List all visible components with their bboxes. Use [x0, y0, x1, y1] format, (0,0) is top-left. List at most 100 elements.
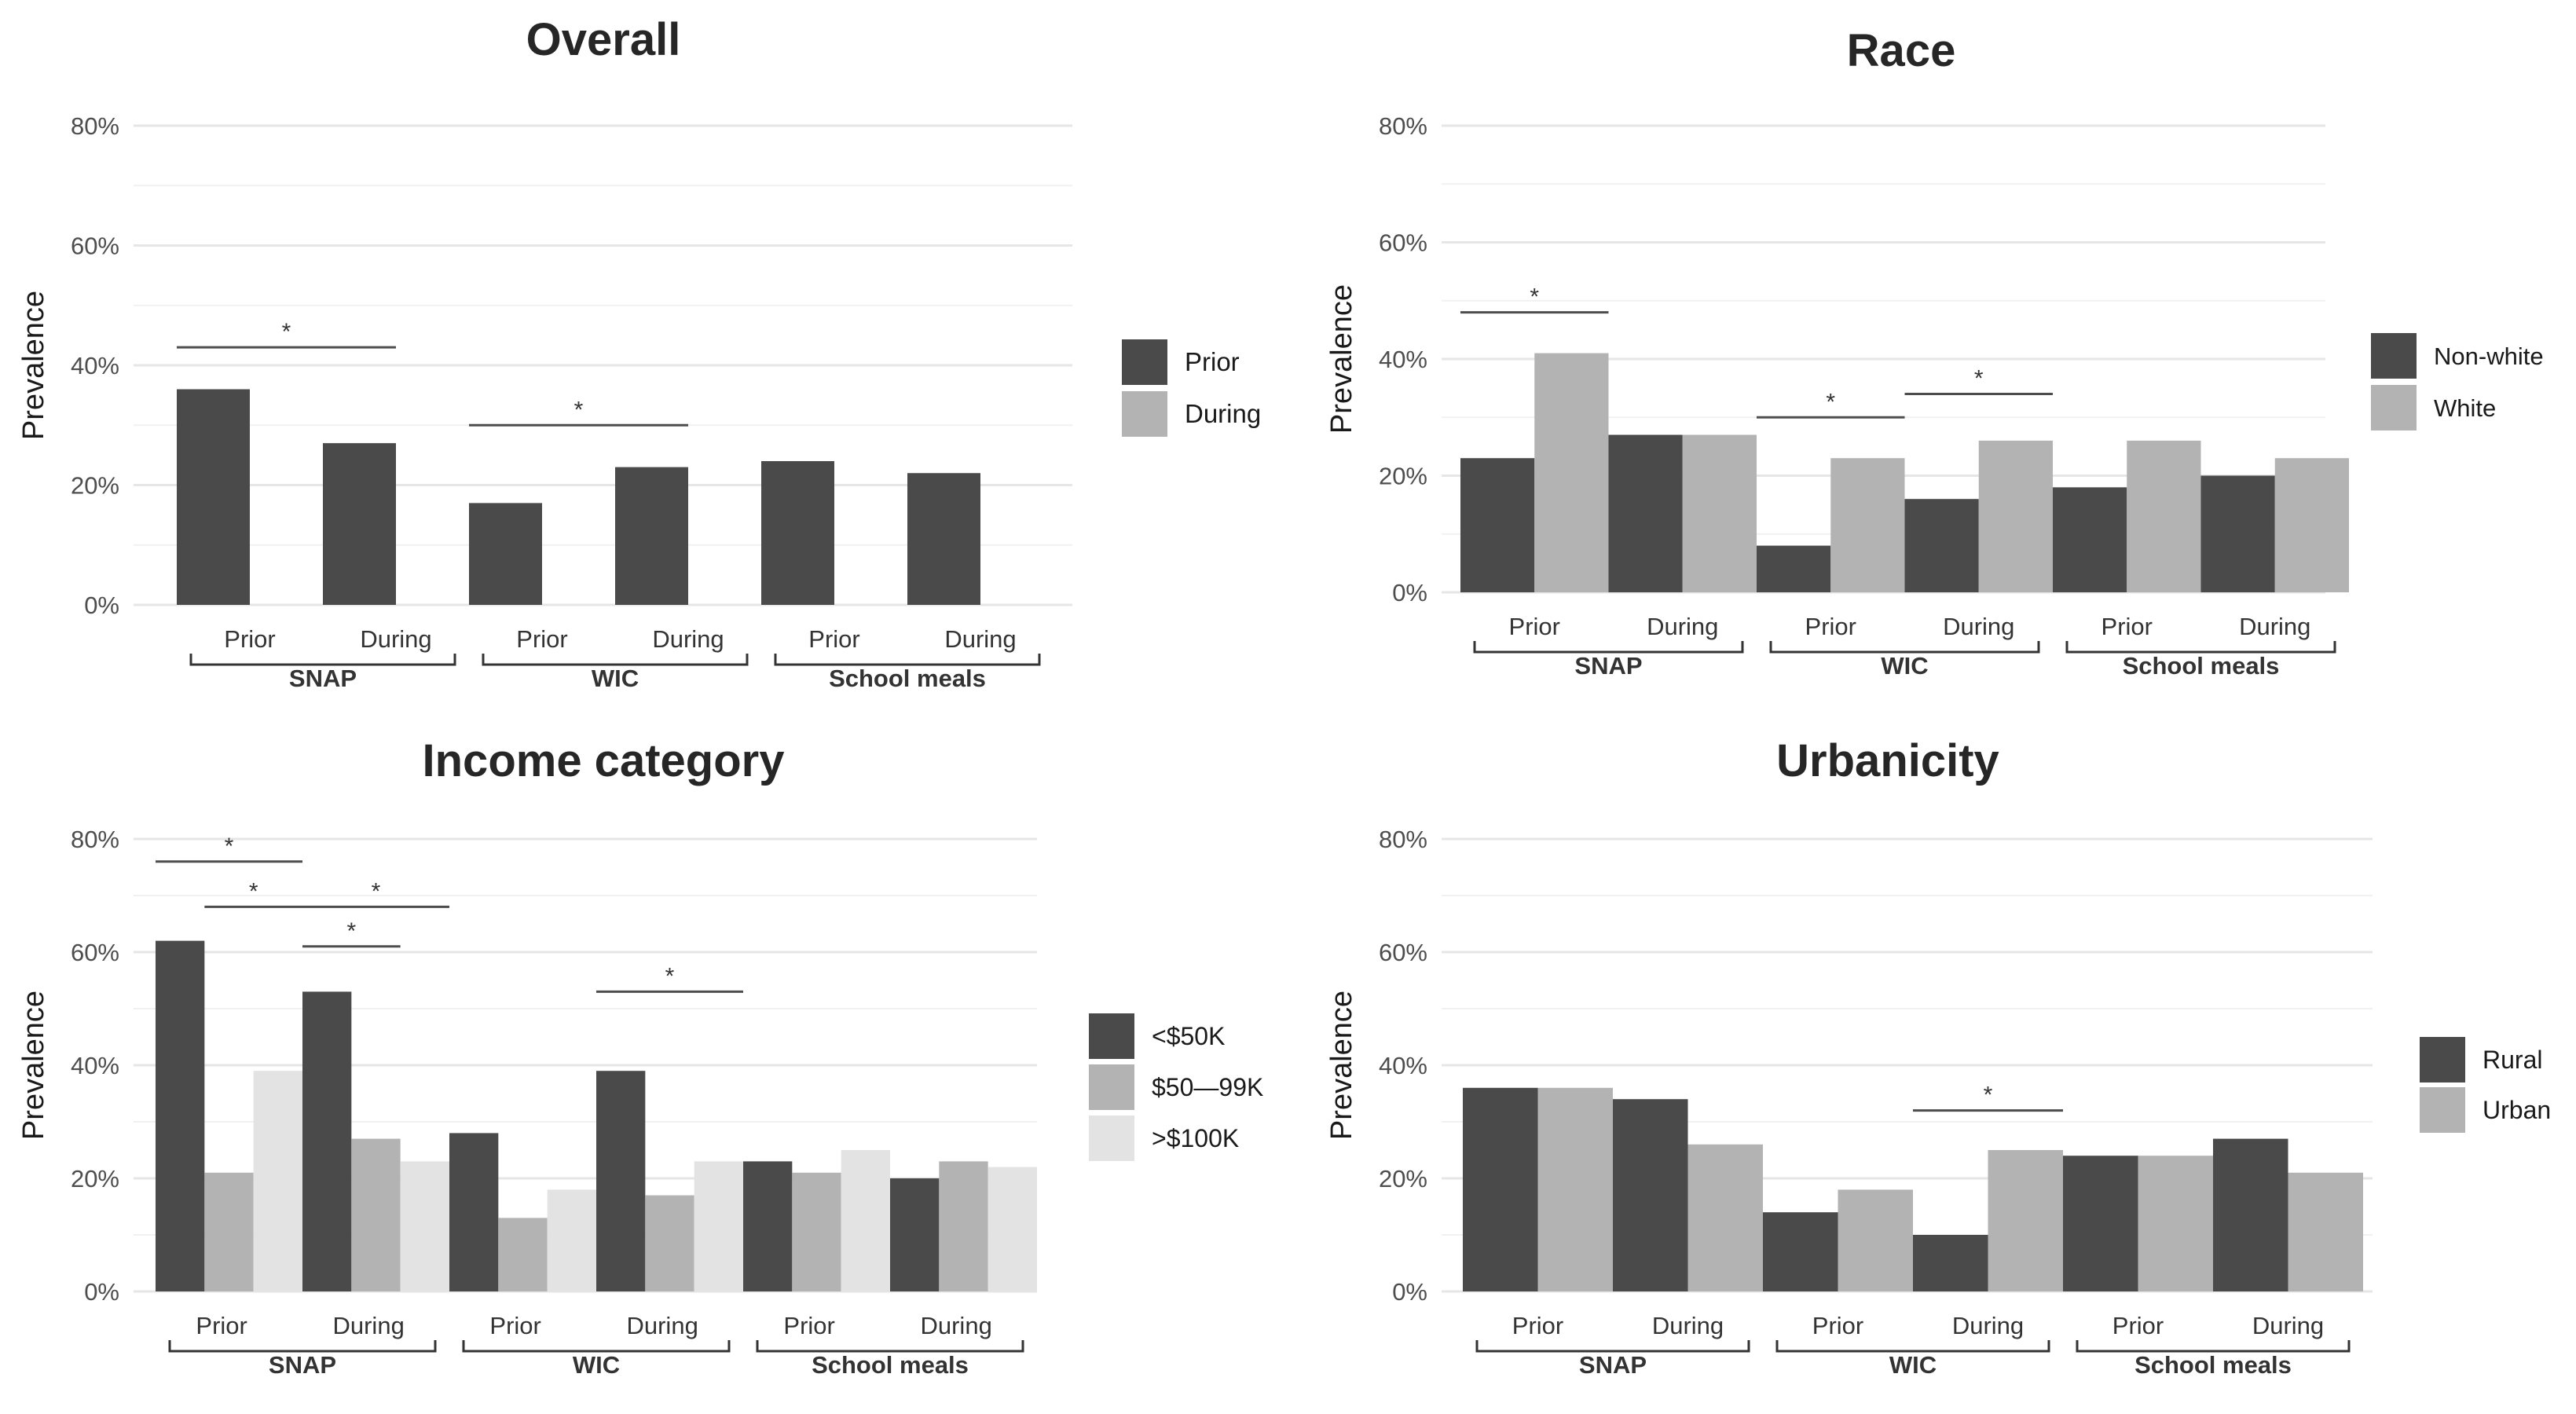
group-label: SNAP: [1579, 1351, 1647, 1379]
chart-svg: 0% 20% 40% 60% 80% Overall Prevalence Prior Duri…: [17, 14, 1261, 692]
group-bracket: [462, 1340, 731, 1353]
group-bracket: [2076, 1340, 2351, 1353]
subcategory-label: Prior: [2112, 1312, 2164, 1339]
subcategory-label: During: [332, 1312, 404, 1339]
group-bracket: [1769, 641, 2040, 654]
legend-label: $50—99K: [1152, 1073, 1263, 1101]
group-label: SNAP: [269, 1351, 336, 1379]
y-tick-label: 40%: [71, 1052, 119, 1079]
bar--50k: [302, 991, 352, 1291]
y-tick-label: 20%: [1379, 463, 1427, 490]
group-label: School meals: [812, 1351, 969, 1379]
bar--100k: [253, 1071, 302, 1291]
subcategory-label: Prior: [783, 1312, 834, 1339]
subcategory-label: During: [360, 625, 431, 653]
bar-urban: [1988, 1150, 2063, 1291]
group-label: SNAP: [1574, 652, 1642, 680]
legend-label: <$50K: [1152, 1022, 1225, 1050]
subcategory-label: During: [652, 625, 724, 653]
significance-star: *: [1530, 284, 1539, 310]
legend-swatch: [1122, 391, 1167, 437]
y-tick-label: 20%: [71, 472, 119, 500]
bar-white: [1534, 353, 1609, 592]
subcategory-label: Prior: [1812, 1312, 1863, 1339]
subcategory-label: Prior: [1512, 1312, 1563, 1339]
group-bracket: [774, 654, 1041, 666]
bar-white: [1830, 458, 1905, 592]
bar-rural: [2063, 1156, 2138, 1291]
panel-title: Income category: [423, 735, 785, 786]
group-label: SNAP: [289, 665, 357, 692]
subcategory-label: During: [1652, 1312, 1724, 1339]
bar--50-99k: [204, 1172, 254, 1291]
significance-star: *: [346, 918, 356, 944]
y-tick-label: 60%: [1379, 939, 1427, 966]
significance-star: *: [372, 878, 381, 904]
subcategory-label: Prior: [1509, 613, 1560, 640]
bar--100k: [400, 1161, 449, 1291]
group-label: School meals: [829, 665, 986, 692]
legend-label: Prior: [1185, 347, 1240, 376]
legend-label: During: [1185, 399, 1261, 428]
significance-star: *: [1984, 1082, 1993, 1108]
bar-white: [1978, 440, 2053, 592]
bar--50k: [449, 1133, 499, 1291]
y-axis-title: Prevalence: [1325, 284, 1358, 434]
panel-income-category: 0% 20% 40% 60% 80% Income category Prevalence P…: [0, 707, 1288, 1414]
bar-rural: [1613, 1099, 1688, 1291]
subcategory-label: Prior: [196, 1312, 247, 1339]
y-tick-label: 80%: [1379, 826, 1427, 853]
bar--50-99k: [645, 1195, 694, 1291]
chart-svg: 0% 20% 40% 60% 80% Income category Prevalence P…: [17, 735, 1263, 1379]
bar-non-white: [2200, 475, 2275, 592]
bar-prior: [907, 473, 980, 605]
legend-swatch: [1089, 1013, 1134, 1059]
subcategory-label: Prior: [489, 1312, 540, 1339]
subcategory-label: Prior: [1805, 613, 1856, 640]
subcategory-label: Prior: [224, 625, 275, 653]
y-tick-label: 40%: [71, 352, 119, 379]
bar-white: [2274, 458, 2349, 592]
group-bracket: [1473, 641, 1744, 654]
significance-star: *: [282, 319, 291, 345]
legend-swatch: [2420, 1087, 2465, 1133]
group-bracket: [756, 1340, 1024, 1353]
group-bracket: [189, 654, 456, 666]
y-tick-label: 60%: [1379, 229, 1427, 257]
y-tick-label: 40%: [1379, 1052, 1427, 1079]
y-axis-title: Prevalence: [17, 291, 50, 440]
bar-prior: [615, 467, 688, 605]
legend-label: Rural: [2483, 1046, 2542, 1074]
bar--100k: [694, 1161, 743, 1291]
subcategory-label: During: [2252, 1312, 2324, 1339]
group-label: School meals: [2134, 1351, 2292, 1379]
bar--100k: [988, 1167, 1037, 1291]
legend-swatch: [2420, 1037, 2465, 1082]
bar--50-99k: [351, 1138, 401, 1291]
bar-rural: [1463, 1087, 1538, 1291]
y-tick-label: 40%: [1379, 346, 1427, 373]
subcategory-label: Prior: [808, 625, 859, 653]
group-label: WIC: [573, 1351, 620, 1379]
bar-white: [2127, 440, 2201, 592]
legend-swatch: [1089, 1064, 1134, 1110]
legend-swatch: [2371, 333, 2417, 379]
bar--50-99k: [792, 1172, 841, 1291]
y-tick-label: 0%: [84, 1278, 119, 1306]
bar-white: [1682, 434, 1757, 592]
bar-non-white: [1608, 434, 1683, 592]
bar-prior: [761, 461, 834, 605]
bar-rural: [2213, 1138, 2288, 1291]
subcategory-label: During: [2239, 613, 2310, 640]
subcategory-label: During: [1952, 1312, 2024, 1339]
y-tick-label: 20%: [71, 1165, 119, 1192]
bar-non-white: [1460, 458, 1535, 592]
bar--50k: [743, 1161, 793, 1291]
bar-non-white: [2053, 487, 2127, 592]
subcategory-label: Prior: [2101, 613, 2153, 640]
group-bracket: [2065, 641, 2336, 654]
y-tick-label: 80%: [71, 826, 119, 853]
group-label: WIC: [592, 665, 639, 692]
panel-urbanicity: 0% 20% 40% 60% 80% Urbanicity Prevalence Prior D…: [1288, 707, 2576, 1414]
